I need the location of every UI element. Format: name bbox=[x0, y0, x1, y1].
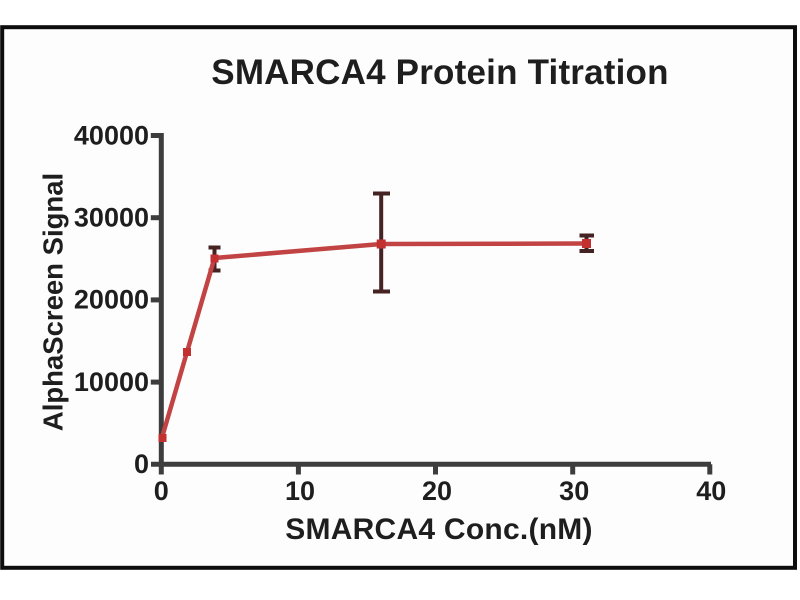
svg-text:30000: 30000 bbox=[74, 203, 149, 233]
svg-text:40000: 40000 bbox=[74, 120, 149, 150]
svg-text:AlphaScreen Signal: AlphaScreen Signal bbox=[38, 173, 69, 431]
svg-text:20: 20 bbox=[422, 476, 452, 506]
svg-text:0: 0 bbox=[134, 449, 149, 479]
svg-text:40: 40 bbox=[696, 476, 726, 506]
svg-text:SMARCA4 Protein Titration: SMARCA4 Protein Titration bbox=[211, 53, 668, 92]
svg-text:20000: 20000 bbox=[74, 285, 149, 315]
svg-text:10000: 10000 bbox=[74, 367, 149, 397]
svg-text:0: 0 bbox=[154, 476, 169, 506]
svg-text:30: 30 bbox=[559, 476, 589, 506]
svg-text:10: 10 bbox=[285, 476, 315, 506]
svg-text:SMARCA4 Conc.(nM): SMARCA4 Conc.(nM) bbox=[285, 513, 593, 546]
